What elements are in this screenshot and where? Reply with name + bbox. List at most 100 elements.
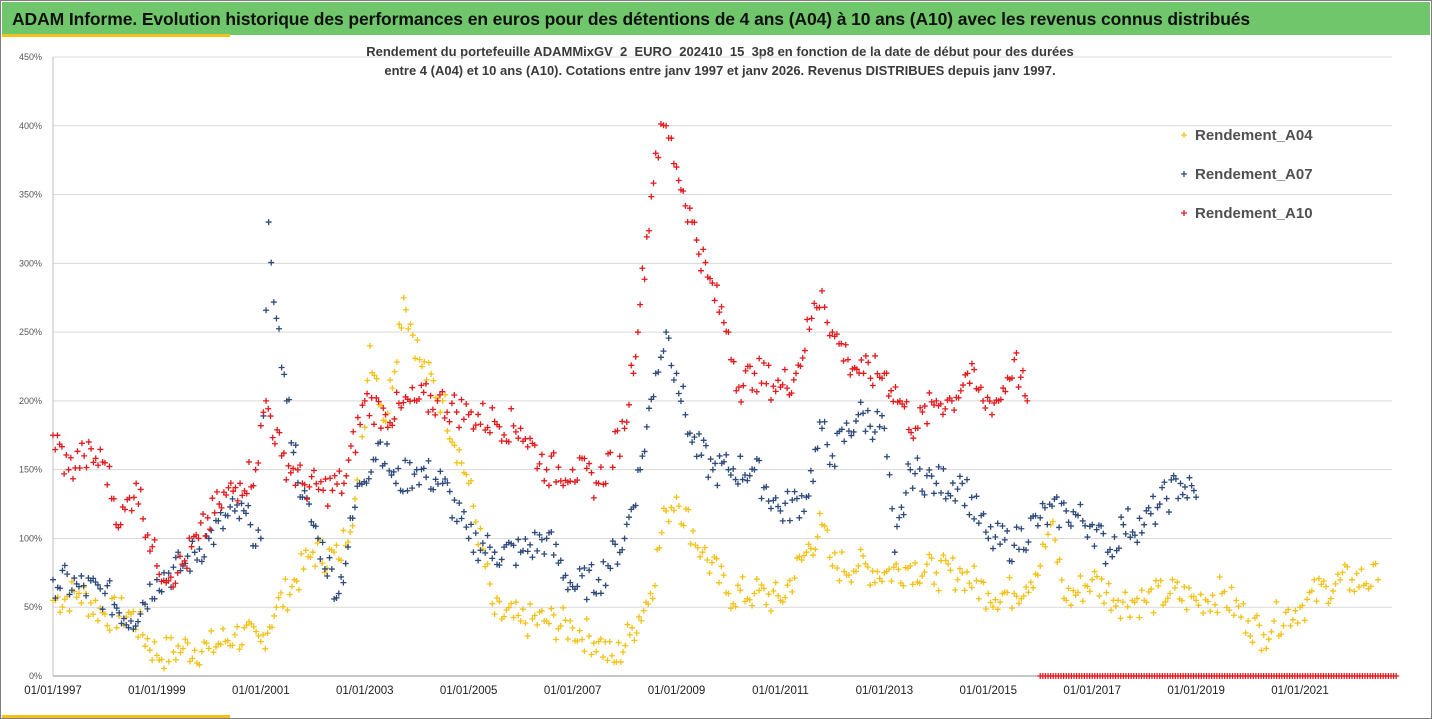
interp-marker-A10 [317,478,324,485]
interp-marker-A10 [924,420,931,427]
interp-marker-A04 [685,506,692,513]
interp-marker-A10 [675,177,682,184]
interp-marker-A04 [282,576,289,583]
interp-marker-A07 [1184,494,1191,501]
interp-marker-A04 [529,616,536,623]
interp-marker-A04 [935,587,942,594]
interp-marker-A07 [874,408,881,415]
data-point-A04 [673,494,680,501]
interp-marker-A10 [693,237,700,244]
interp-marker-A04 [1230,612,1237,619]
interp-marker-A07 [242,510,249,517]
interp-marker-A10 [921,403,928,410]
interp-marker-A04 [298,550,305,557]
interp-marker-A04 [1183,606,1190,613]
interp-marker-A04 [1235,603,1242,610]
interp-marker-A10 [63,451,70,458]
interp-marker-A07 [1170,472,1177,479]
interp-marker-A10 [788,390,795,397]
interp-marker-A04 [1372,560,1379,567]
interp-marker-A10 [280,450,287,457]
interp-marker-A04 [994,606,1001,613]
interp-marker-A07 [938,489,945,496]
interp-marker-A04 [805,541,812,548]
interp-marker-A04 [1315,575,1322,582]
interp-marker-A04 [645,601,652,608]
data-point-A04 [257,638,264,645]
interp-marker-A10 [418,382,425,389]
data-point-A04 [1089,576,1096,583]
interp-marker-A04 [90,611,97,618]
interp-marker-A07 [553,541,560,548]
interp-marker-A04 [307,554,314,561]
data-point-A04 [1374,576,1381,583]
interp-marker-A07 [109,611,116,618]
x-tick-label: 01/01/2015 [959,685,1017,697]
interp-marker-A07 [871,429,878,436]
interp-marker-A07 [363,480,370,487]
interp-marker-A07 [68,587,75,594]
interp-marker-A04 [524,633,531,640]
interp-marker-A04 [409,332,416,339]
interp-marker-A04 [606,638,613,645]
data-point-A07 [595,576,602,583]
interp-marker-A04 [87,599,94,606]
interp-marker-A10 [85,438,92,445]
interp-marker-A07 [1023,547,1030,554]
interp-marker-A04 [1200,610,1207,617]
interp-marker-A04 [1096,593,1103,600]
interp-marker-A04 [888,578,895,585]
interp-marker-A10 [928,398,935,405]
interp-marker-A10 [888,387,895,394]
interp-marker-A04 [501,613,508,620]
interp-marker-A04 [1056,556,1063,563]
interp-marker-A04 [170,649,177,656]
interp-marker-A10 [151,536,158,543]
interp-marker-A04 [403,306,410,313]
interp-marker-A07 [767,505,774,512]
interp-marker-A10 [347,443,354,450]
data-point-A04 [1271,617,1278,624]
interp-marker-A04 [354,477,361,483]
interp-marker-A07 [463,524,470,531]
interp-marker-A07 [1084,534,1091,541]
data-point-A07 [273,315,280,322]
interp-marker-A04 [633,630,640,637]
interp-marker-A10 [448,400,455,407]
interp-marker-A04 [734,582,741,589]
interp-marker-A10 [453,409,460,416]
interp-marker-A10 [359,402,366,409]
interp-marker-A04 [416,356,423,363]
data-point-A04 [309,549,316,556]
interp-marker-A07 [801,508,808,515]
interp-marker-A10 [357,421,364,428]
interp-marker-A04 [968,584,975,591]
interp-marker-A07 [1093,526,1100,533]
interp-marker-A07 [698,452,705,459]
interp-marker-A04 [1195,602,1202,609]
data-point-A07 [959,480,966,487]
interp-marker-A04 [1077,573,1084,580]
interp-marker-A10 [977,384,984,391]
interp-marker-A04 [1367,583,1374,590]
interp-marker-A10 [505,438,512,445]
interp-marker-A10 [409,384,416,391]
interp-marker-A04 [1049,518,1056,525]
interp-marker-A07 [784,488,791,495]
data-point-A10 [117,521,124,528]
interp-marker-A07 [928,473,935,480]
interp-marker-A10 [686,205,693,212]
interp-marker-A10 [872,352,879,359]
interp-marker-A10 [648,193,655,200]
interp-marker-A07 [902,489,909,496]
interp-marker-A07 [623,521,630,528]
interp-marker-A04 [1119,599,1126,606]
data-point-A07 [127,617,134,624]
interp-marker-A04 [890,564,897,571]
interp-marker-A04 [954,576,961,583]
interp-marker-A04 [956,565,963,572]
data-point-A07 [725,466,732,473]
interp-marker-A04 [142,643,149,650]
interp-marker-A07 [529,554,536,561]
interp-marker-A07 [707,456,714,463]
